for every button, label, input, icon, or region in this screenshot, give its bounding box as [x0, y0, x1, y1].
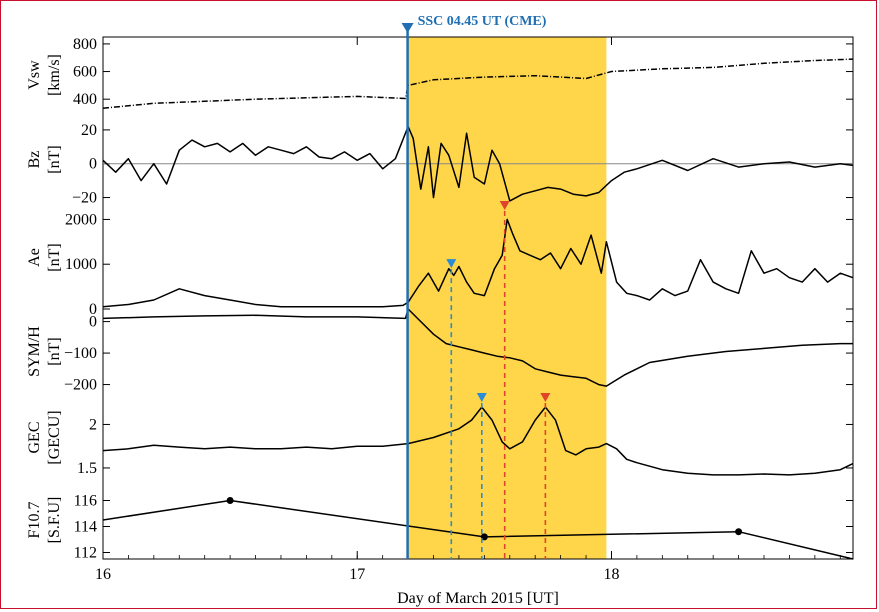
x-tick-label: 18 — [603, 566, 619, 583]
gec-y-tick-label: 1.5 — [77, 460, 97, 477]
symh-y-tick-label: −100 — [64, 345, 97, 362]
gec-y-tick-label: 2 — [89, 416, 97, 433]
x-tick-label: 16 — [95, 566, 111, 583]
gec-series-line — [102, 406, 854, 476]
plot-frame — [102, 36, 854, 560]
vsw-series-line — [102, 58, 854, 109]
f107-y-tick-label: 114 — [74, 519, 97, 536]
marker-arrowhead-red — [499, 200, 510, 210]
gec-y-axis-label: GEC — [26, 422, 43, 454]
marker-arrowhead-blue — [446, 259, 457, 269]
bz-y-tick-label: −20 — [72, 190, 97, 207]
bz-y-axis-label: Bz — [26, 151, 43, 169]
f107-y-axis-label: F10.7 — [26, 502, 43, 539]
marker-arrowhead-blue — [476, 393, 487, 403]
f107-y-tick-label: 116 — [74, 493, 97, 510]
ae-y-tick-label: 1000 — [65, 256, 97, 273]
f107-y-axis-unit: [S.F.U] — [46, 497, 63, 544]
storm-window-shade — [408, 37, 607, 559]
symh-series-line — [102, 308, 853, 387]
ssc-event-label: SSC 04.45 UT (CME) — [418, 14, 547, 29]
f107-data-point — [735, 528, 743, 536]
f107-data-point — [226, 497, 234, 504]
symh-y-axis-label: SYM/H — [26, 326, 43, 377]
vsw-y-axis-unit: [km/s] — [46, 54, 63, 96]
vsw-y-tick-label: 800 — [73, 36, 97, 53]
bz-y-axis-unit: [nT] — [46, 145, 63, 173]
bz-series-line — [102, 125, 854, 202]
ae-y-axis-label: Ae — [26, 248, 43, 267]
symh-y-tick-label: 0 — [89, 314, 97, 331]
x-axis-label: Day of March 2015 [UT] — [397, 590, 559, 607]
vsw-y-axis-label: Vsw — [26, 60, 43, 90]
ssc-event-arrow — [401, 23, 414, 33]
ae-y-tick-label: 2000 — [65, 211, 97, 228]
ae-series-line — [102, 218, 854, 308]
ae-y-axis-unit: [nT] — [46, 243, 63, 271]
symh-y-axis-unit: [nT] — [46, 337, 63, 365]
symh-y-tick-label: −200 — [64, 377, 97, 394]
marker-arrowhead-red — [540, 393, 551, 403]
f107-y-tick-label: 112 — [74, 545, 97, 562]
ae-y-tick-label: 0 — [89, 301, 97, 318]
vsw-y-tick-label: 600 — [73, 64, 97, 81]
vsw-y-tick-label: 400 — [73, 91, 97, 108]
bz-y-tick-label: 0 — [89, 156, 97, 173]
x-tick-label: 17 — [349, 566, 365, 583]
bz-y-tick-label: 20 — [81, 122, 97, 139]
gec-y-axis-unit: [GECU] — [46, 410, 63, 464]
